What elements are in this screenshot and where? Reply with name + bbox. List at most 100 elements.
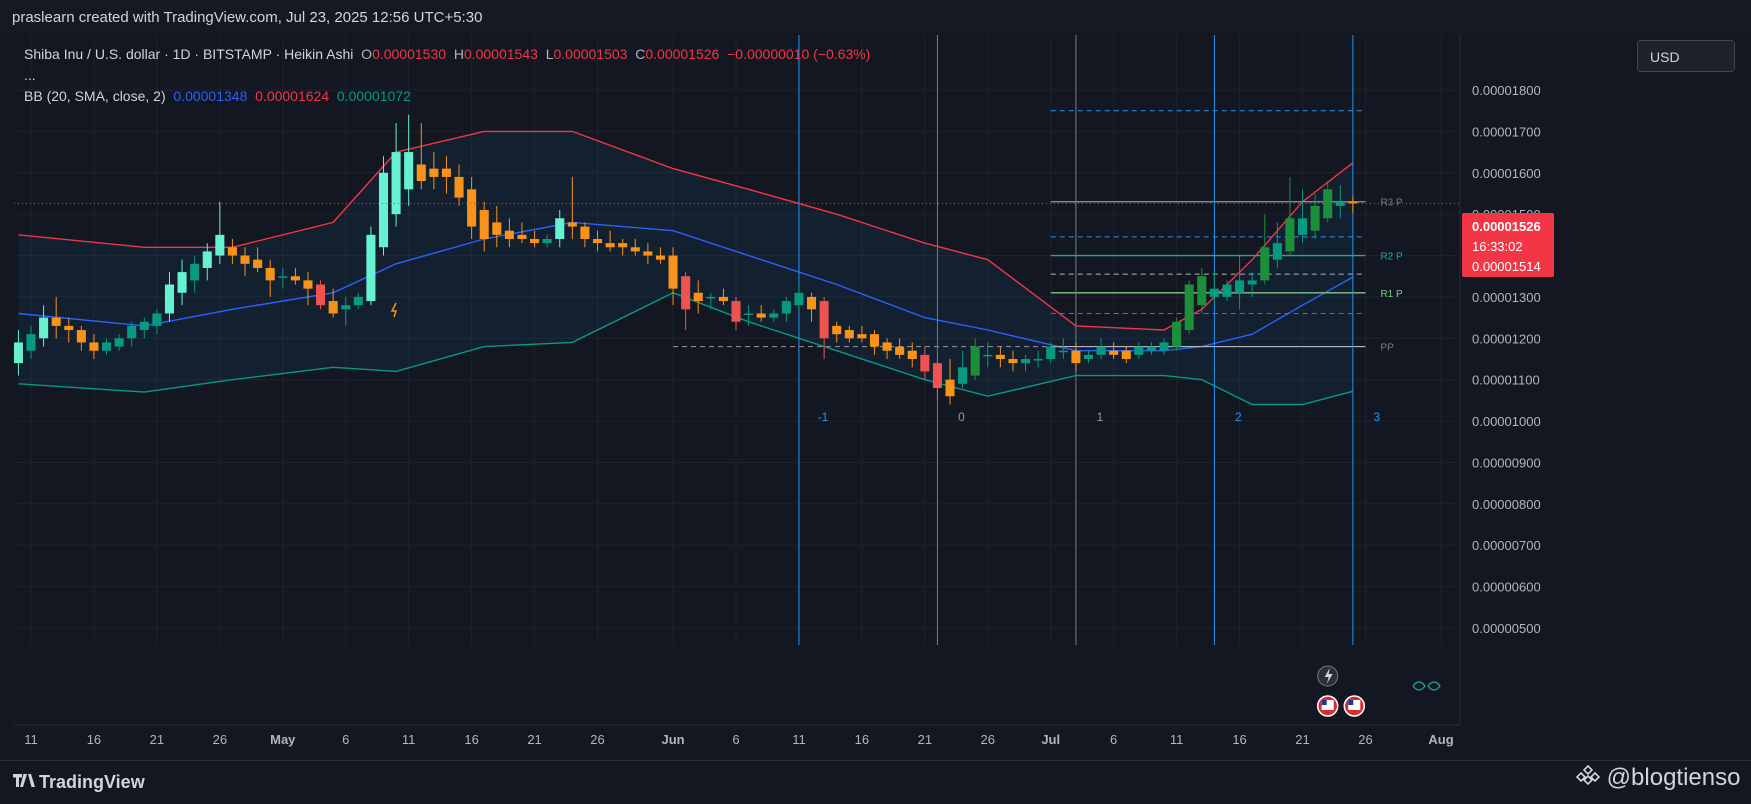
candle-body [404, 152, 414, 190]
x-tick-label: 6 [1110, 732, 1117, 747]
x-tick-label: May [270, 732, 296, 747]
candle-body [1348, 201, 1358, 204]
y-tick-label: 0.00000700 [1472, 538, 1541, 553]
candle-body [1096, 346, 1106, 355]
x-axis: 11 16 21 26 May 6 11 16 21 26 Jun 6 11 16 21 26 Jul 6 11 16… [14, 724, 1460, 747]
candle-body [1197, 276, 1207, 306]
candle-body [580, 226, 590, 239]
x-tick-label: 16 [464, 732, 478, 747]
candle-body [303, 280, 313, 289]
candle-body [492, 222, 502, 235]
pivot-label-pp: PP [1380, 343, 1394, 354]
candle-body [643, 251, 653, 256]
x-tick-label: 11 [792, 732, 806, 747]
candle-body [530, 238, 540, 244]
chart-markers [390, 302, 1441, 717]
candle-body [353, 296, 363, 306]
candle-body [14, 342, 23, 364]
y-tick-label: 0.00000900 [1472, 455, 1541, 470]
candle-body [1109, 350, 1119, 355]
currency-button[interactable]: USD [1637, 40, 1735, 72]
candle-body [794, 292, 804, 306]
us-flag-icon [1348, 700, 1361, 710]
candle-body [391, 152, 401, 215]
bb-upper-value: 0.00001624 [255, 88, 330, 104]
candle-body [681, 276, 691, 310]
legend-more[interactable]: ... [24, 67, 36, 83]
candle-body [26, 334, 36, 351]
y-tick-label: 0.00000500 [1472, 621, 1541, 636]
pivot-label-r3: R3 P [1380, 198, 1403, 209]
candle-body [51, 317, 61, 326]
bb-lower-line [18, 292, 1354, 406]
candle-body [467, 189, 477, 227]
candle-body [945, 379, 955, 397]
price-tag-countdown: 16:33:02 [1472, 239, 1523, 254]
candle-body [655, 255, 665, 260]
y-axis: 0.000018000.000017000.000016000.00001500… [1459, 35, 1640, 725]
us-flag-canton [1348, 700, 1354, 705]
candle-body [769, 313, 779, 318]
candle-body [1285, 218, 1295, 252]
candle-body [907, 350, 917, 359]
candle-body [1184, 284, 1194, 331]
candle-body [668, 255, 678, 289]
candle-body [1260, 247, 1270, 281]
pivot-label-r2: R2 P [1380, 252, 1403, 263]
replay-icon [1412, 681, 1441, 691]
candle-body [441, 168, 451, 177]
candle-body [1121, 350, 1131, 359]
candle-body [970, 346, 980, 376]
x-tick-label: 21 [150, 732, 164, 747]
x-tick-label: 16 [855, 732, 869, 747]
candle-body [1235, 280, 1245, 293]
high-value: 0.00001543 [463, 46, 538, 62]
candle-body [995, 354, 1005, 359]
pivot-levels: R3 P R2 P R1 P PP [673, 110, 1403, 354]
candle-body [76, 330, 86, 343]
candle-body [1247, 280, 1257, 285]
y-tick-label: 0.00001800 [1472, 83, 1541, 98]
y-tick-label: 0.00001300 [1472, 290, 1541, 305]
candle-body [844, 330, 854, 339]
x-tick-label: 26 [981, 732, 995, 747]
legend-bb-row[interactable]: BB (20, SMA, close, 2) 0.00001348 0.0000… [24, 86, 870, 107]
candle-body [190, 263, 200, 281]
tradingview-logo[interactable]: TradingView [13, 772, 145, 793]
fib-zone-label: -1 [818, 410, 829, 424]
candle-body [227, 247, 237, 256]
price-tag-box [1462, 213, 1554, 277]
candle-body [1008, 359, 1018, 364]
low-value: 0.00001503 [553, 46, 628, 62]
candle-body [1272, 243, 1282, 260]
candle-body [1323, 189, 1333, 219]
x-tick-label: 11 [24, 732, 38, 747]
candle-body [920, 354, 930, 372]
price-tag-low: 0.00001514 [1472, 259, 1541, 274]
watermark: @blogtienso [1575, 764, 1740, 792]
candle-body [1209, 288, 1219, 297]
last-price-tag: 0.00001526 16:33:02 0.00001514 [14, 202, 1554, 277]
candle-body [378, 172, 389, 248]
bb-indicator-name: BB (20, SMA, close, 2) [24, 88, 166, 104]
y-tick-label: 0.00001600 [1472, 166, 1541, 181]
tradingview-logo-icon [13, 773, 35, 793]
candle-body [366, 234, 376, 302]
candle-body [592, 238, 603, 244]
candle-body [567, 222, 577, 227]
footer-bar [0, 760, 1751, 804]
candle-body [895, 346, 905, 355]
y-tick-label: 0.00001200 [1472, 331, 1541, 346]
open-label: O [361, 46, 373, 62]
candle-body [139, 321, 149, 331]
symbol-title[interactable]: Shiba Inu / U.S. dollar · 1D · BITSTAMP … [24, 46, 354, 62]
candle-body [1033, 359, 1043, 361]
candle-body [857, 334, 867, 339]
candle-body [882, 342, 892, 351]
x-tick-label: 11 [402, 732, 416, 747]
open-value: 0.00001530 [372, 46, 447, 62]
lightning-icon [1324, 668, 1333, 684]
y-tick-label: 0.00001000 [1472, 414, 1541, 429]
candle-body [1172, 321, 1182, 347]
